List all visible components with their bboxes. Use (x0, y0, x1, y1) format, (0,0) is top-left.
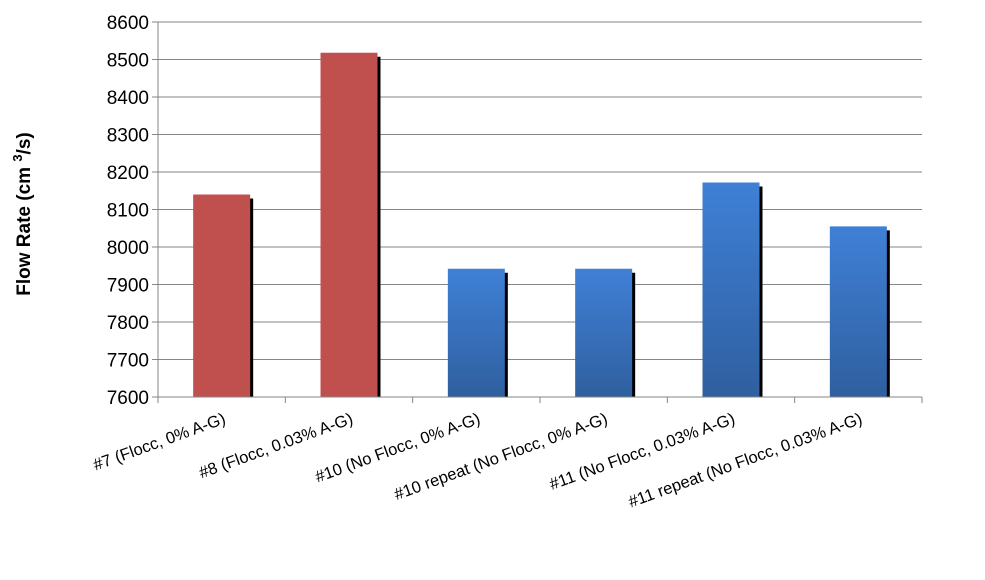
bar (829, 226, 887, 397)
x-tick-label: #10 repeat (No Flocc, 0% A-G) (392, 410, 610, 504)
y-tick-label: 8200 (107, 163, 149, 184)
bars (193, 52, 890, 397)
y-tick-label: 7800 (107, 313, 149, 334)
gridlines (158, 21, 922, 360)
y-tick-label: 7700 (107, 351, 149, 372)
y-axis-title: Flow Rate (cm 3/s) (10, 132, 35, 296)
bar (320, 52, 378, 397)
bar (193, 194, 251, 397)
bar (702, 182, 760, 397)
bar (447, 268, 505, 397)
y-tick-label: 8100 (107, 201, 149, 222)
y-tick-label: 8600 (107, 13, 149, 34)
x-tick-label: #11 repeat (No Flocc, 0.03% A-G) (626, 410, 865, 512)
y-tick-label: 8400 (107, 88, 149, 109)
y-axis-title-unit: /s) (14, 132, 35, 154)
category-labels: #7 (Flocc, 0% A-G)#8 (Flocc, 0.03% A-G)#… (91, 410, 865, 512)
y-axis-title-main: Flow Rate (cm (14, 162, 35, 296)
y-axis-title-superscript: 3 (10, 154, 25, 161)
bar (575, 268, 633, 397)
axes (152, 21, 923, 403)
y-tick-label: 8500 (107, 51, 149, 72)
y-tick-label: 8000 (107, 238, 149, 259)
y-tick-label: 7900 (107, 276, 149, 297)
y-tick-label: 8300 (107, 126, 149, 147)
y-tick-labels: 7600 7700 7800 7900 8000 8100 8200 8300 8400 8500… (107, 13, 149, 409)
y-tick-label: 7600 (107, 388, 149, 409)
